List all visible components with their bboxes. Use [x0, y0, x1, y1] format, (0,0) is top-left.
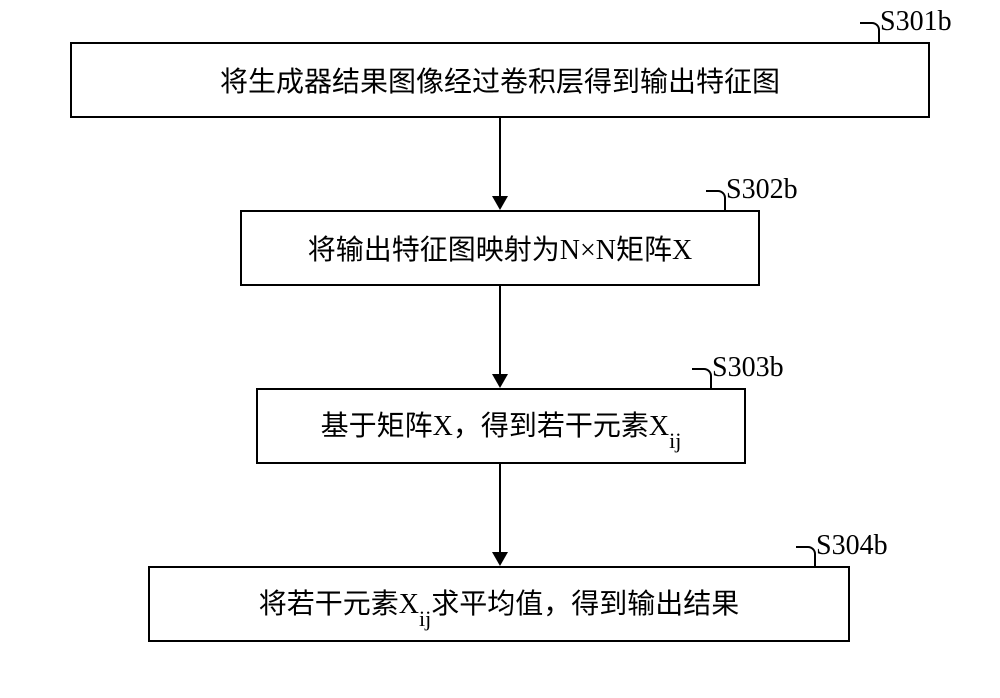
node-4-text: 将若干元素Xij求平均值，得到输出结果: [259, 582, 739, 626]
node-2-connector: [706, 190, 726, 210]
node-2-label: S302b: [726, 174, 798, 206]
arrow-1-line: [499, 118, 501, 196]
node-1-connector: [860, 22, 880, 42]
node-2-text: 将输出特征图映射为N×N矩阵X: [308, 228, 692, 268]
node-4-connector: [796, 546, 816, 566]
flowchart-container: 将生成器结果图像经过卷积层得到输出特征图 S301b 将输出特征图映射为N×N矩…: [0, 0, 1000, 698]
flow-node-3: 基于矩阵X，得到若干元素Xij: [256, 388, 746, 464]
flow-node-4: 将若干元素Xij求平均值，得到输出结果: [148, 566, 850, 642]
node-3-connector: [692, 368, 712, 388]
node-3-text: 基于矩阵X，得到若干元素Xij: [321, 404, 682, 448]
node-3-label: S303b: [712, 352, 784, 384]
flow-node-2: 将输出特征图映射为N×N矩阵X: [240, 210, 760, 286]
node-1-text: 将生成器结果图像经过卷积层得到输出特征图: [220, 60, 780, 100]
arrow-3-head: [492, 552, 508, 566]
flow-node-1: 将生成器结果图像经过卷积层得到输出特征图: [70, 42, 930, 118]
node-1-label: S301b: [880, 6, 952, 38]
arrow-2-line: [499, 286, 501, 374]
arrow-2-head: [492, 374, 508, 388]
node-4-label: S304b: [816, 530, 888, 562]
arrow-1-head: [492, 196, 508, 210]
arrow-3-line: [499, 464, 501, 552]
